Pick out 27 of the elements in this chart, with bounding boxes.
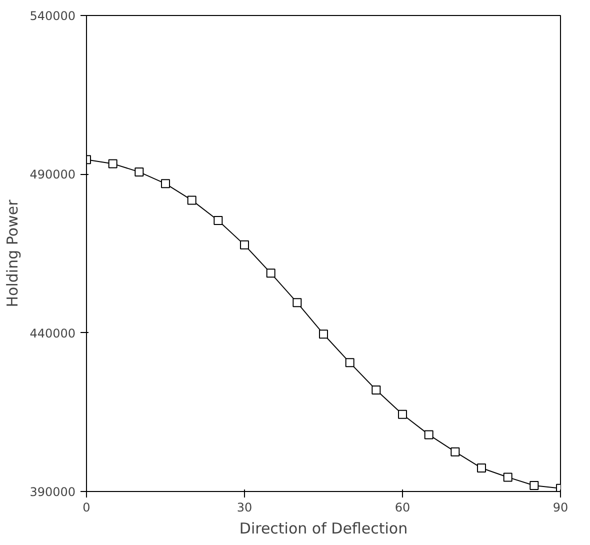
point (292, 298, 302, 308)
point (134, 167, 144, 176)
point (161, 179, 170, 188)
point (187, 196, 196, 205)
y-tick-label: 390000 (30, 485, 76, 499)
x-axis-title: Direction of Deflection (239, 520, 408, 538)
point (214, 216, 223, 225)
point (240, 240, 249, 250)
point (477, 464, 486, 473)
point (424, 430, 434, 440)
point (398, 410, 407, 419)
x-tick-label: 0 (82, 500, 90, 514)
point (503, 472, 512, 482)
point (530, 480, 539, 490)
point (319, 330, 328, 339)
point (372, 385, 381, 394)
x-tick-label: 30 (236, 500, 252, 514)
y-axis-title: Holding Power (4, 198, 22, 308)
y-tick-label: 490000 (30, 168, 76, 182)
point (450, 447, 460, 456)
point (345, 358, 354, 368)
y-tick-label: 540000 (30, 9, 76, 23)
point (108, 159, 118, 168)
x-tick-label: 60 (394, 500, 410, 514)
y-tick-label: 440000 (30, 326, 76, 340)
x-tick-label: 90 (552, 500, 568, 514)
point (266, 268, 276, 278)
